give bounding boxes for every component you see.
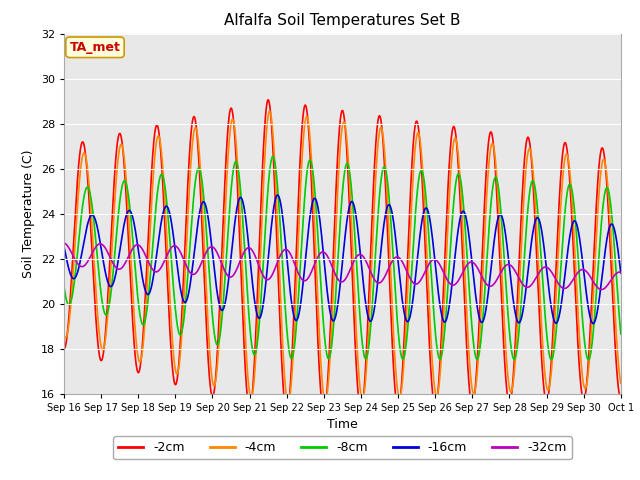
-4cm <box>397 391 404 396</box>
-32cm <box>406 276 414 282</box>
-16cm <box>274 192 282 198</box>
Text: TA_met: TA_met <box>70 41 120 54</box>
-32cm <box>397 256 404 262</box>
-2cm <box>179 281 187 287</box>
-2cm <box>397 389 404 395</box>
-32cm <box>179 256 187 262</box>
-32cm <box>617 269 625 275</box>
-16cm <box>397 285 404 291</box>
-32cm <box>60 240 68 246</box>
-16cm <box>406 312 414 317</box>
-8cm <box>406 286 414 291</box>
X-axis label: Time: Time <box>327 418 358 431</box>
-4cm <box>266 108 273 114</box>
-4cm <box>564 156 572 161</box>
-2cm <box>264 97 272 103</box>
-2cm <box>407 184 415 190</box>
Y-axis label: Soil Temperature (C): Soil Temperature (C) <box>22 149 35 278</box>
-32cm <box>598 287 605 292</box>
-16cm <box>589 321 597 326</box>
Line: -32cm: -32cm <box>64 243 621 289</box>
-2cm <box>617 395 625 401</box>
Line: -8cm: -8cm <box>64 156 621 360</box>
-4cm <box>407 220 415 226</box>
Line: -4cm: -4cm <box>64 111 621 403</box>
-8cm <box>269 154 276 159</box>
-8cm <box>564 185 572 191</box>
Title: Alfalfa Soil Temperatures Set B: Alfalfa Soil Temperatures Set B <box>224 13 461 28</box>
-8cm <box>617 329 625 335</box>
-8cm <box>584 357 592 362</box>
-16cm <box>216 302 223 308</box>
-2cm <box>617 395 625 401</box>
-4cm <box>284 400 292 406</box>
-8cm <box>617 331 625 337</box>
-4cm <box>617 381 625 386</box>
-2cm <box>283 411 291 417</box>
Line: -16cm: -16cm <box>64 195 621 324</box>
Legend: -2cm, -4cm, -8cm, -16cm, -32cm: -2cm, -4cm, -8cm, -16cm, -32cm <box>113 436 572 459</box>
-2cm <box>60 346 68 351</box>
Line: -2cm: -2cm <box>64 100 621 414</box>
-16cm <box>564 246 572 252</box>
-4cm <box>617 380 625 385</box>
-16cm <box>60 244 68 250</box>
-2cm <box>216 306 223 312</box>
-2cm <box>564 157 572 163</box>
-16cm <box>617 270 625 276</box>
-4cm <box>216 331 223 336</box>
-32cm <box>216 255 223 261</box>
-32cm <box>564 284 572 289</box>
-8cm <box>397 351 404 357</box>
-32cm <box>617 269 625 275</box>
-16cm <box>179 298 187 303</box>
-4cm <box>60 332 68 337</box>
-16cm <box>617 269 625 275</box>
-4cm <box>179 307 187 313</box>
-8cm <box>216 336 223 342</box>
-8cm <box>60 284 68 289</box>
-8cm <box>179 321 187 327</box>
